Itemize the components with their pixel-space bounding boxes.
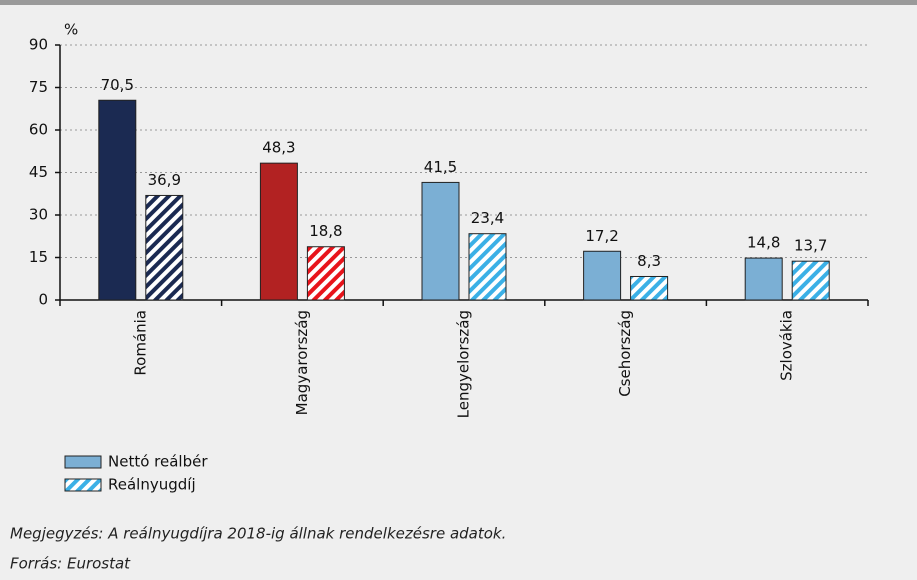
legend-label: Reálnyugdíj — [108, 476, 196, 494]
bar — [744, 257, 783, 301]
bar — [259, 162, 298, 301]
bar — [791, 260, 830, 301]
value-label: 41,5 — [424, 158, 457, 176]
bar — [583, 250, 622, 301]
value-label: 17,2 — [585, 227, 618, 245]
bar — [630, 275, 669, 301]
x-tick-label: Románia — [131, 310, 149, 376]
note: Megjegyzés: A reálnyugdíjra 2018-ig álln… — [10, 525, 506, 543]
bar — [306, 246, 345, 301]
bar — [468, 233, 507, 301]
bar — [421, 181, 460, 301]
bar — [98, 99, 137, 301]
y-tick-label: 90 — [29, 36, 48, 54]
y-tick-label: 15 — [29, 248, 48, 266]
y-tick-label: 75 — [29, 78, 48, 96]
legend-label: Nettó reálbér — [108, 453, 208, 471]
legend-swatch — [64, 455, 102, 469]
y-unit: % — [64, 21, 78, 39]
value-label: 36,9 — [148, 171, 181, 189]
value-label: 14,8 — [747, 234, 780, 252]
source: Forrás: Eurostat — [10, 555, 131, 573]
value-label: 8,3 — [637, 252, 661, 270]
x-tick-label: Magyarország — [293, 310, 311, 415]
value-label: 23,4 — [471, 209, 504, 227]
y-tick-label: 30 — [29, 206, 48, 224]
legend-swatch — [64, 478, 102, 492]
x-tick-label: Lengyelország — [455, 310, 473, 418]
value-label: 18,8 — [309, 222, 342, 240]
y-tick-label: 60 — [29, 121, 48, 139]
y-tick-label: 0 — [38, 291, 48, 309]
value-label: 13,7 — [794, 237, 827, 255]
value-label: 70,5 — [101, 76, 134, 94]
top-strip — [0, 0, 917, 5]
bar — [145, 194, 184, 301]
y-tick-label: 45 — [29, 163, 48, 181]
x-tick-label: Csehország — [616, 310, 634, 397]
value-label: 48,3 — [262, 139, 295, 157]
x-tick-label: Szlovákia — [778, 310, 796, 381]
